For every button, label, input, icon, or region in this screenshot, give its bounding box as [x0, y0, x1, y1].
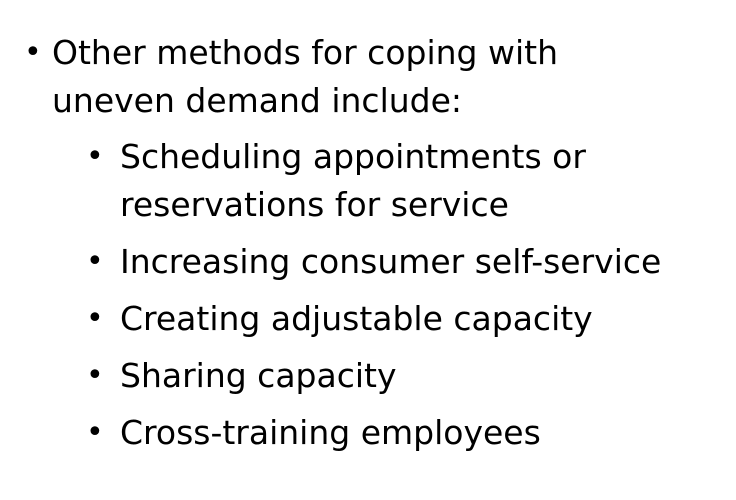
sub-bullet-text: Scheduling appointments or reservations … [120, 137, 586, 224]
sub-bullet-item: • Increasing consumer self-service [86, 238, 736, 286]
main-bullet-item: • Other methods for coping with uneven d… [24, 29, 612, 125]
sub-bullet-item: • Cross-training employees [86, 409, 736, 457]
sub-bullet-item: • Creating adjustable capacity [86, 295, 736, 343]
bullet-dot-icon: • [24, 35, 42, 70]
bullet-dot-icon: • [86, 244, 104, 279]
sub-bullet-text: Cross-training employees [120, 413, 541, 452]
bullet-dot-icon: • [86, 301, 104, 336]
main-bullet-text: Other methods for coping with uneven dem… [52, 33, 558, 120]
sub-bullet-list: • Scheduling appointments or reservation… [86, 133, 736, 466]
sub-bullet-text: Sharing capacity [120, 356, 397, 395]
bullet-dot-icon: • [86, 415, 104, 450]
sub-bullet-text: Increasing consumer self-service [120, 242, 662, 281]
sub-bullet-item: • Scheduling appointments or reservation… [86, 133, 736, 229]
sub-bullet-item: • Sharing capacity [86, 352, 736, 400]
bullet-dot-icon: • [86, 139, 104, 174]
sub-bullet-text: Creating adjustable capacity [120, 299, 593, 338]
bullet-dot-icon: • [86, 358, 104, 393]
